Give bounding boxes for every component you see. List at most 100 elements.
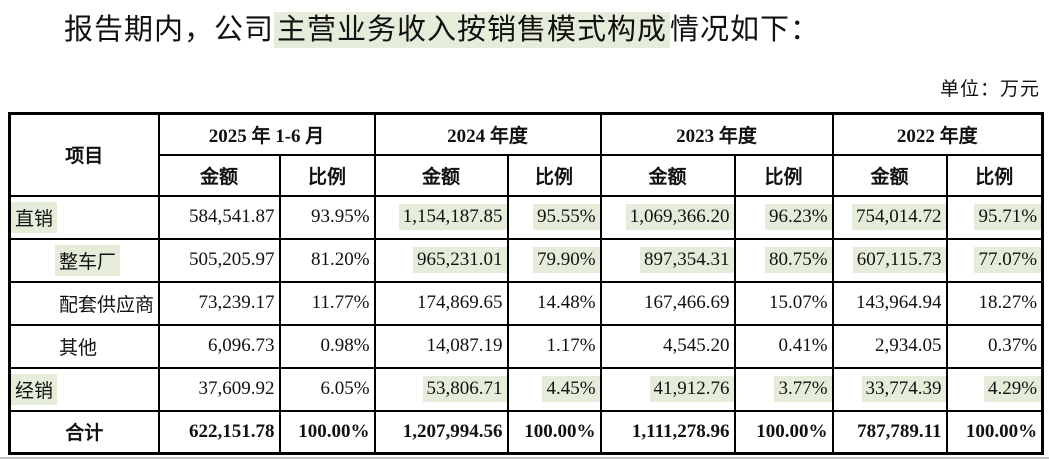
cell-value: 1,154,187.85 bbox=[398, 204, 506, 230]
amount-cell: 53,806.71 bbox=[373, 366, 509, 412]
table-row-total: 合计 622,151.78 100.00% 1,207,994.56 100.0… bbox=[8, 409, 1044, 455]
row-label-cell: 整车厂 bbox=[8, 237, 160, 283]
cell-value: 143,964.94 bbox=[856, 292, 942, 313]
cell-value: 1,111,278.96 bbox=[631, 420, 730, 442]
amount-cell: 6,096.73 bbox=[157, 323, 281, 369]
cell-value: 787,789.11 bbox=[857, 420, 942, 442]
amount-cell: 965,231.01 bbox=[373, 237, 509, 283]
ratio-cell: 0.98% bbox=[278, 323, 376, 369]
ratio-cell: 4.29% bbox=[945, 366, 1044, 412]
amount-cell: 607,115.73 bbox=[831, 237, 948, 283]
ratio-cell: 6.05% bbox=[278, 366, 376, 412]
cell-value: 0.41% bbox=[778, 335, 828, 356]
cell-value: 4.29% bbox=[983, 376, 1041, 402]
row-label-cell: 经销 bbox=[8, 366, 160, 412]
table-row-parts-supplier: 配套供应商 73,239.17 11.77% 174,869.65 14.48%… bbox=[8, 280, 1044, 326]
col-header-2022: 2022 年度 bbox=[831, 112, 1044, 156]
cell-value: 100.00% bbox=[298, 420, 370, 442]
ratio-cell: 15.07% bbox=[733, 280, 834, 326]
ratio-cell: 77.07% bbox=[945, 237, 1044, 283]
ratio-cell: 0.37% bbox=[945, 323, 1044, 369]
col-header-2023: 2023 年度 bbox=[599, 112, 834, 156]
ratio-cell: 100.00% bbox=[945, 409, 1044, 455]
cell-value: 3.77% bbox=[774, 376, 831, 402]
unit-label: 单位：万元 bbox=[939, 79, 1040, 100]
cell-value: 100.00% bbox=[965, 420, 1038, 442]
cell-value: 96.23% bbox=[764, 204, 831, 230]
amount-cell: 787,789.11 bbox=[831, 409, 948, 455]
ratio-cell: 95.55% bbox=[506, 194, 602, 240]
cell-value: 53,806.71 bbox=[422, 376, 506, 402]
cell-value: 754,014.72 bbox=[852, 204, 945, 230]
title-text-highlighted: 主营业务收入按销售模式构成 bbox=[274, 12, 671, 48]
table-row-distribution: 经销 37,609.92 6.05% 53,806.71 4.45% 41,91… bbox=[8, 366, 1044, 412]
cell-value: 897,354.31 bbox=[640, 247, 733, 273]
subheader-ratio-2025h1: 比例 bbox=[278, 153, 376, 197]
amount-cell: 897,354.31 bbox=[599, 237, 736, 283]
ratio-cell: 3.77% bbox=[733, 366, 834, 412]
cell-value: 95.71% bbox=[974, 204, 1041, 230]
cell-value: 0.37% bbox=[987, 335, 1038, 356]
amount-cell: 14,087.19 bbox=[373, 323, 509, 369]
cell-value: 584,541.87 bbox=[189, 206, 275, 227]
revenue-by-sales-model-table: 项目 2025 年 1-6 月 2024 年度 2023 年度 2022 年度 … bbox=[8, 112, 1045, 455]
cell-value: 4.45% bbox=[542, 376, 599, 402]
cell-value: 18.27% bbox=[978, 292, 1038, 313]
subheader-ratio-2024: 比例 bbox=[506, 153, 602, 197]
ratio-cell: 18.27% bbox=[945, 280, 1044, 326]
cell-value: 73,239.17 bbox=[198, 292, 275, 313]
table-row-direct-sales: 直销 584,541.87 93.95% 1,154,187.85 95.55%… bbox=[8, 194, 1044, 240]
cell-value: 77.07% bbox=[974, 247, 1041, 273]
amount-cell: 584,541.87 bbox=[157, 194, 281, 240]
ratio-cell: 100.00% bbox=[506, 409, 602, 455]
ratio-cell: 96.23% bbox=[733, 194, 834, 240]
title-text-prefix: 报告期内，公司 bbox=[64, 14, 275, 46]
table-row-oem: 整车厂 505,205.97 81.20% 965,231.01 79.90% … bbox=[8, 237, 1044, 283]
ratio-cell: 80.75% bbox=[733, 237, 834, 283]
row-label: 经销 bbox=[11, 373, 58, 405]
cell-value: 6.05% bbox=[320, 378, 370, 399]
header-row-periods: 项目 2025 年 1-6 月 2024 年度 2023 年度 2022 年度 bbox=[8, 112, 1044, 197]
amount-cell: 1,154,187.85 bbox=[373, 194, 509, 240]
ratio-cell: 4.45% bbox=[506, 366, 602, 412]
cell-value: 79.90% bbox=[532, 247, 599, 273]
amount-cell: 754,014.72 bbox=[831, 194, 948, 240]
subheader-amount-2022: 金额 bbox=[831, 153, 948, 197]
amount-cell: 505,205.97 bbox=[157, 237, 281, 283]
row-label: 合计 bbox=[65, 423, 104, 445]
row-label: 其他 bbox=[59, 337, 98, 359]
ratio-cell: 11.77% bbox=[278, 280, 376, 326]
cell-value: 11.77% bbox=[311, 292, 370, 313]
ratio-cell: 1.17% bbox=[506, 323, 602, 369]
cell-value: 965,231.01 bbox=[413, 247, 506, 273]
amount-cell: 41,912.76 bbox=[599, 366, 736, 412]
cell-value: 37,609.92 bbox=[198, 378, 275, 399]
cell-value: 15.07% bbox=[768, 292, 828, 313]
title-text-suffix: 情况如下： bbox=[670, 14, 821, 46]
cell-value: 33,774.39 bbox=[861, 376, 945, 402]
cell-value: 2,934.05 bbox=[875, 335, 942, 356]
col-header-2024: 2024 年度 bbox=[373, 112, 602, 156]
ratio-cell: 79.90% bbox=[506, 237, 602, 283]
ratio-cell: 100.00% bbox=[733, 409, 834, 455]
subheader-ratio-2022: 比例 bbox=[945, 153, 1044, 197]
cell-value: 1,207,994.56 bbox=[402, 420, 503, 442]
amount-cell: 33,774.39 bbox=[831, 366, 948, 412]
row-label-cell: 合计 bbox=[8, 409, 160, 455]
ratio-cell: 0.41% bbox=[733, 323, 834, 369]
subheader-amount-2023: 金额 bbox=[599, 153, 736, 197]
cell-value: 100.00% bbox=[524, 420, 596, 442]
page-bottom-edge bbox=[0, 457, 1049, 459]
row-label: 直销 bbox=[11, 201, 58, 233]
amount-cell: 622,151.78 bbox=[157, 409, 281, 455]
cell-value: 14,087.19 bbox=[426, 335, 503, 356]
ratio-cell: 81.20% bbox=[278, 237, 376, 283]
cell-value: 81.20% bbox=[310, 249, 370, 270]
cell-value: 14.48% bbox=[536, 292, 596, 313]
cell-value: 622,151.78 bbox=[189, 420, 275, 442]
row-label-cell: 直销 bbox=[8, 194, 160, 240]
row-label: 整车厂 bbox=[55, 244, 121, 276]
table-row-other: 其他 6,096.73 0.98% 14,087.19 1.17% 4,545.… bbox=[8, 323, 1044, 369]
header-row-subcolumns: 金额 比例 金额 比例 金额 比例 金额 比例 bbox=[10, 153, 1044, 197]
